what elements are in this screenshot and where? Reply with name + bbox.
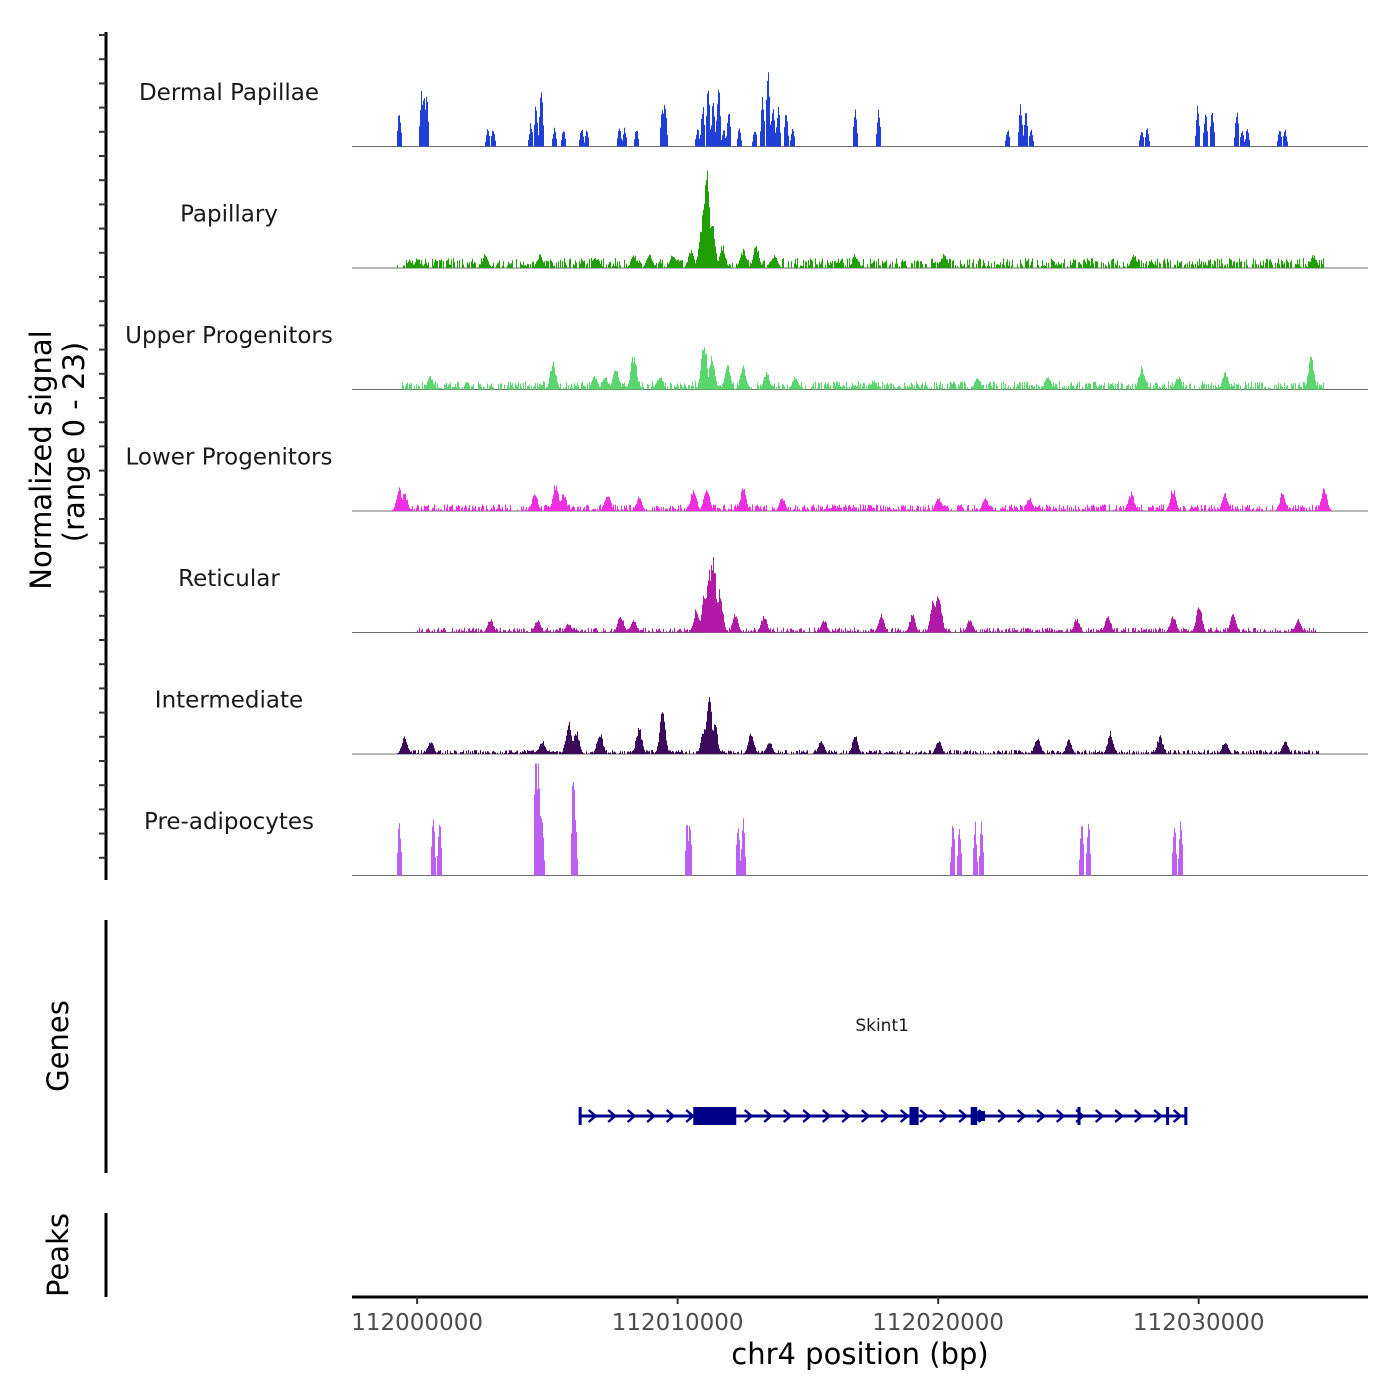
strand-arrow [1016,1109,1027,1123]
strand-arrow [997,1109,1007,1123]
strand-arrow [919,1109,929,1123]
coverage-area [352,170,1368,268]
y-axis-title-line2: (range 0 - 23) [57,342,91,542]
strand-arrow [1036,1109,1046,1123]
track-4: Lower Progenitors [126,445,1368,512]
track-7: Pre-adipocytes [144,763,1368,876]
strand-arrow [782,1109,793,1123]
track-label: Pre-adipocytes [144,809,314,835]
strand-arrow [841,1109,851,1123]
coverage-area [352,347,1368,390]
gene-exon [1184,1107,1188,1125]
gene-panel: Skint1 [578,1016,1188,1125]
strand-arrow [1172,1109,1183,1123]
x-tick-label: 112020000 [872,1310,1004,1336]
gene-exon [578,1107,582,1125]
coverage-area [352,485,1368,511]
track-label: Reticular [178,566,280,592]
strand-arrow [899,1109,910,1123]
peaks-title: Peaks [41,1213,75,1297]
track-5: Reticular [178,557,1368,633]
track-label: Papillary [180,202,278,228]
track-label: Intermediate [155,688,303,714]
x-tick-label: 112030000 [1133,1310,1265,1336]
strand-arrow [860,1109,871,1123]
track-3: Upper Progenitors [125,323,1368,390]
y-axis-title-line1: Normalized signal [24,330,58,589]
strand-arrow [880,1109,890,1123]
gene-exon [693,1107,737,1125]
track-2: Papillary [180,170,1368,269]
strand-arrow [665,1109,676,1123]
strand-arrow [646,1109,656,1123]
x-axis: 112000000 112010000 112020000 112030000 [351,1295,1368,1336]
strand-arrow [1133,1109,1144,1123]
strand-arrow [685,1109,695,1123]
gene-exon [909,1107,919,1125]
strand-arrow [1114,1109,1124,1123]
x-tick-label: 112000000 [351,1310,483,1336]
strand-arrow [802,1109,812,1123]
strand-arrow [763,1109,773,1123]
coverage-area [352,72,1368,147]
strand-arrow [958,1109,968,1123]
strand-arrow [607,1109,617,1123]
gene-exon [1077,1107,1081,1125]
track-label: Upper Progenitors [125,323,333,349]
strand-arrow [938,1109,949,1123]
track-1: Dermal Papillae [139,72,1368,147]
coverage-area [352,557,1368,633]
track-6: Intermediate [155,688,1368,755]
signal-y-axis [99,32,108,880]
coverage-area [352,697,1368,754]
strand-arrow [626,1109,637,1123]
strand-arrow [587,1109,598,1123]
x-tick-label: 112010000 [612,1310,744,1336]
gene-exon [1166,1107,1170,1125]
strand-arrow [1094,1109,1105,1123]
gene-exon [970,1107,978,1125]
genes-title: Genes [41,1000,75,1092]
coverage-area [352,763,1368,876]
signal-panel: Dermal Papillae Papillary Upper Progenitor… [125,72,1368,876]
gene-label: Skint1 [855,1016,909,1036]
strand-arrow [821,1109,832,1123]
strand-arrow [1055,1109,1066,1123]
strand-arrow [1153,1109,1163,1123]
strand-arrow [743,1109,754,1123]
x-axis-title: chr4 position (bp) [731,1337,988,1371]
gene-utr [977,1111,986,1121]
track-label: Dermal Papillae [139,80,319,106]
track-label: Lower Progenitors [126,445,333,471]
